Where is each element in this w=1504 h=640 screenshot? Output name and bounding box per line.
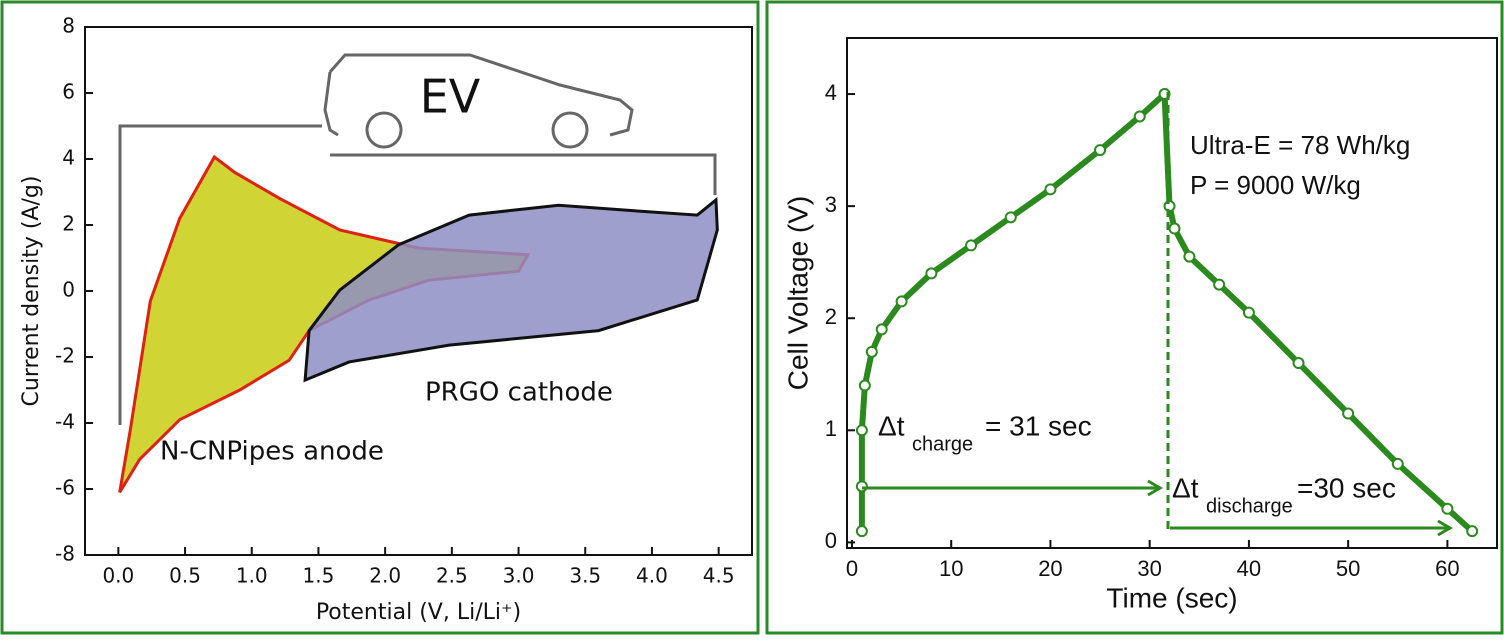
- x-tick-label: 4.5: [703, 564, 735, 588]
- y-axis-label: Current density (A/g): [19, 176, 44, 407]
- data-point: [1045, 184, 1055, 194]
- loop-area: [305, 200, 717, 380]
- x-tick-label: 60: [1435, 556, 1459, 581]
- x-axis-label: Time (sec): [1106, 582, 1237, 613]
- page: {"chart_data": [ {"type": "area", "x_lab…: [0, 0, 1504, 640]
- x-tick-label: 3.5: [569, 564, 601, 588]
- x-tick-label: 30: [1137, 556, 1161, 581]
- x-tick-label: 20: [1038, 556, 1062, 581]
- data-point: [857, 526, 867, 536]
- charge-text: = 31 sec: [985, 410, 1092, 441]
- right-panel-frame: [767, 2, 1502, 633]
- discharge-text: =30 sec: [1297, 472, 1396, 503]
- y-tick-label: 2: [62, 212, 75, 236]
- ev-label: EV: [420, 70, 481, 124]
- data-point: [897, 296, 907, 306]
- y-tick-label: 0: [62, 278, 75, 302]
- data-point: [1135, 111, 1145, 121]
- y-tick-label: 2: [825, 304, 837, 329]
- power-annotation: P = 9000 W/kg: [1190, 170, 1361, 200]
- data-point: [867, 347, 877, 357]
- data-point: [966, 240, 976, 250]
- data-point: [1006, 212, 1016, 222]
- data-point: [1095, 145, 1105, 155]
- y-tick-label: 0: [825, 528, 837, 553]
- cathode-label: PRGO cathode: [425, 378, 613, 408]
- x-tick-label: 3.0: [503, 564, 535, 588]
- y-tick-label: 1: [825, 416, 837, 441]
- y-tick-label: 3: [825, 192, 837, 217]
- data-point: [860, 380, 870, 390]
- x-tick-label: 1.0: [236, 564, 268, 588]
- charge-subscript: charge: [912, 433, 973, 455]
- discharge-subscript: discharge: [1206, 495, 1293, 517]
- figure: EV N-CNPipes anode PRGO cathode 0.0 0.5 1.…: [0, 0, 1504, 635]
- y-tick-label: -8: [55, 542, 75, 566]
- data-point: [1214, 280, 1224, 290]
- discharge-symbol: Δt: [1172, 472, 1199, 503]
- right-chart: Ultra-E = 78 Wh/kg P = 9000 W/kg Δt char…: [782, 38, 1497, 613]
- data-point: [857, 481, 867, 491]
- data-point: [926, 268, 936, 278]
- data-point: [1169, 224, 1179, 234]
- y-tick-label: 6: [62, 80, 75, 104]
- data-point: [1294, 358, 1304, 368]
- x-tick-label: 1.5: [303, 564, 335, 588]
- left-chart: EV N-CNPipes anode PRGO cathode 0.0 0.5 1.…: [19, 14, 752, 626]
- x-axis-label: Potential (V, Li/Li⁺): [316, 600, 521, 625]
- x-tick-label: 0.5: [169, 564, 201, 588]
- x-tick-label: 0: [846, 556, 858, 581]
- data-point: [1343, 408, 1353, 418]
- x-tick-label: 50: [1336, 556, 1360, 581]
- y-tick-label: 8: [62, 14, 75, 38]
- x-tick-label: 0.0: [102, 564, 134, 588]
- x-tick-label: 4.0: [636, 564, 668, 588]
- data-point: [1165, 201, 1175, 211]
- y-tick-label: -2: [55, 344, 75, 368]
- x-tick-label: 2.5: [436, 564, 468, 588]
- data-point: [1393, 459, 1403, 469]
- y-axis-label: Cell Voltage (V): [782, 196, 813, 391]
- car-wheel: [367, 113, 401, 147]
- data-point: [1184, 252, 1194, 262]
- x-tick-label: 10: [939, 556, 963, 581]
- anode-label: N-CNPipes anode: [160, 437, 384, 467]
- x-tick-label: 2.0: [369, 564, 401, 588]
- car-wheel: [553, 113, 587, 147]
- y-tick-label: -6: [55, 476, 75, 500]
- y-tick-label: 4: [825, 80, 837, 105]
- x-tick-label: 40: [1237, 556, 1261, 581]
- data-point: [857, 425, 867, 435]
- data-point: [877, 324, 887, 334]
- charge-symbol: Δt: [878, 410, 905, 441]
- data-point: [1467, 526, 1477, 536]
- data-point: [1244, 308, 1254, 318]
- y-tick-label: 4: [62, 146, 75, 170]
- data-point: [1442, 504, 1452, 514]
- y-tick-label: -4: [55, 410, 75, 434]
- energy-annotation: Ultra-E = 78 Wh/kg: [1190, 130, 1410, 160]
